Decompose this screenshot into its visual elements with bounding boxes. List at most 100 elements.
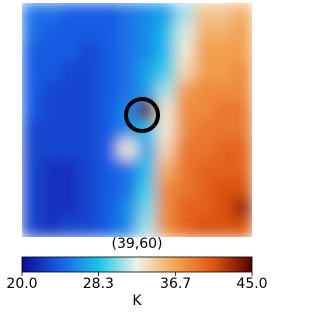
heatmap-cell [98,159,119,179]
heatmap-cell [60,22,80,43]
heatmap-cell [232,139,252,160]
heatmap-cell [98,120,119,140]
heatmap-cell [156,217,176,237]
heatmap-cell [117,198,138,218]
heatmap-cell [175,3,195,23]
heatmap-cell [213,178,234,199]
heatmap-cell [137,139,157,160]
heatmap-cell [194,120,215,140]
heatmap-cell [41,42,61,62]
heatmap-cell [213,198,234,218]
heatmap-cell [213,217,234,237]
heatmap-cell [98,178,119,199]
colorbar-tick-label: 45.0 [236,276,267,292]
heatmap-cell [232,159,252,179]
heatmap-cell [98,100,119,121]
heatmap-cell [137,217,157,237]
heatmap-cell [156,139,176,160]
heatmap-cell [79,81,100,101]
heatmap-cell [156,198,176,218]
heatmap-cell [156,42,176,62]
heatmap-cell [41,22,61,43]
heatmap-cell [79,159,100,179]
heatmap-cell [79,100,100,121]
heatmap-cell [194,42,215,62]
heatmap-cell [194,217,215,237]
heatmap-cell [213,120,234,140]
heatmap-cell [175,100,195,121]
heatmap-cell [98,22,119,43]
heatmap-cell [22,42,42,62]
heatmap-cell [117,178,138,199]
heatmap-cell [41,81,61,101]
heatmap-cell [232,120,252,140]
heatmap-cell [41,178,61,199]
heatmap-cell [41,120,61,140]
heatmap-cell [213,159,234,179]
heatmap-cell [79,217,100,237]
heatmap-cell [117,61,138,82]
heatmap-cell [137,81,157,101]
heatmap-cell [137,159,157,179]
heatmap-cell [194,159,215,179]
heatmap-cell [41,139,61,160]
heatmap-cell [60,42,80,62]
heatmap-cell [117,159,138,179]
heatmap-cell [22,22,42,43]
heatmap-cell [60,159,80,179]
heatmap-cell [117,120,138,140]
heatmap-cell [156,178,176,199]
heatmap-cell [117,3,138,23]
heatmap-cell [60,100,80,121]
heatmap-cell [79,198,100,218]
heatmap-cell [22,61,42,82]
heatmap-cell [117,217,138,237]
heatmap-cell [41,217,61,237]
heatmap-cell [98,3,119,23]
heatmap-cell [41,198,61,218]
heatmap-cell [137,178,157,199]
heatmap-cell [60,217,80,237]
heatmap-cell [98,198,119,218]
heatmap-cell [60,139,80,160]
heatmap-cell [60,81,80,101]
heatmap-cell [232,42,252,62]
colorbar-label: K [132,293,142,309]
heatmap-cell [156,159,176,179]
heatmap-cell [41,61,61,82]
heatmap-cell [156,22,176,43]
heatmap-cell [79,120,100,140]
heatmap-cell [194,81,215,101]
heatmap-cell [137,61,157,82]
colorbar-tick-label: 20.0 [6,276,37,292]
heatmap-cell [232,81,252,101]
heatmap-cell [60,120,80,140]
heatmap-cell [41,3,61,23]
heatmap-cell [117,22,138,43]
heatmap-cell [156,61,176,82]
heatmap-cell [79,22,100,43]
heatmap-cell [213,139,234,160]
heatmap-cell [156,81,176,101]
heatmap-cells [22,3,252,237]
heatmap-cell [232,100,252,121]
heatmap-cell [194,100,215,121]
heatmap [22,3,252,237]
heatmap-cell [98,217,119,237]
heatmap-cell [232,178,252,199]
heatmap-cell [41,100,61,121]
heatmap-cell [213,3,234,23]
heatmap-cell [175,159,195,179]
heatmap-cell [137,100,157,121]
heatmap-cell [137,42,157,62]
heatmap-cell [175,139,195,160]
heatmap-cell [175,198,195,218]
heatmap-cell [60,178,80,199]
heatmap-cell [41,159,61,179]
heatmap-cell [22,3,42,23]
heatmap-cell [232,22,252,43]
chart: (39,60) K 20.0 28.3 36.7 45.0 [6,3,268,309]
heatmap-cell [194,198,215,218]
colorbar [21,256,253,273]
heatmap-cell [175,178,195,199]
